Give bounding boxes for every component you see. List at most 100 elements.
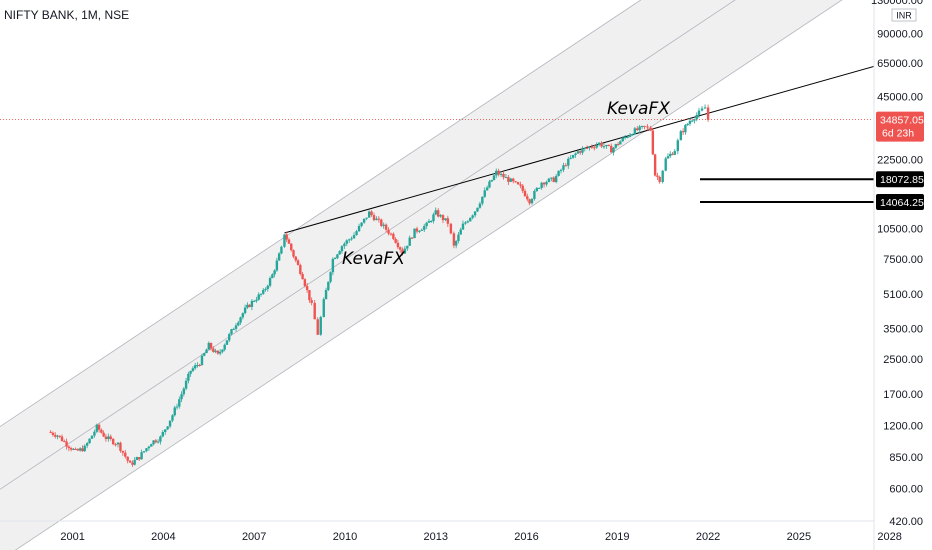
candle-body (420, 229, 424, 231)
candle-body (427, 221, 431, 223)
candle-body (401, 249, 404, 254)
candle-body (610, 145, 613, 153)
candle-body (63, 441, 66, 443)
candle-body (547, 178, 551, 182)
channel-upper-line (0, 0, 642, 427)
candle-body (398, 247, 402, 250)
candle-body (387, 229, 390, 234)
candle-body (649, 127, 652, 131)
candle-body (97, 424, 101, 430)
candle-body (324, 290, 328, 300)
candle-body (76, 449, 80, 451)
candle-body (301, 273, 304, 280)
candle-body (621, 137, 624, 142)
candle-body (394, 238, 397, 243)
candle-body (444, 218, 447, 221)
candle-body (88, 438, 91, 444)
candle-body (552, 177, 555, 182)
candle-body (137, 457, 141, 460)
candle-body (308, 290, 311, 301)
candle-body (593, 147, 596, 149)
candle-body (666, 156, 670, 159)
support-level-label: 14064.25 (880, 197, 924, 209)
candle-body (597, 142, 601, 145)
candle-body (514, 181, 517, 183)
candle-body (686, 123, 689, 126)
x-tick-label: 2019 (605, 531, 629, 543)
candle-body (107, 436, 110, 440)
candle-body (423, 226, 426, 230)
x-tick-label: 2025 (787, 531, 811, 543)
candle-body (343, 243, 346, 247)
candle-body (600, 142, 603, 147)
candle-body (223, 344, 226, 350)
candle-body (255, 299, 258, 301)
candle-body (521, 185, 524, 191)
candle-body (180, 394, 183, 400)
candle-body (454, 240, 458, 246)
candle-body (303, 279, 307, 286)
candle-body (54, 434, 57, 437)
candle-body (671, 153, 674, 155)
candle-body (294, 256, 297, 261)
y-tick-label: 850.00 (889, 452, 923, 464)
candle-body (415, 228, 419, 232)
candle-body (384, 224, 388, 230)
candle-body (154, 440, 158, 443)
candle-body (693, 119, 696, 121)
candle-body (191, 368, 195, 371)
y-tick-label: 3500.00 (883, 323, 923, 335)
candle-body (697, 110, 701, 115)
candle-body (490, 180, 493, 182)
candle-body (559, 169, 563, 171)
candle-body (436, 210, 440, 217)
candle-body (377, 218, 381, 220)
candle-body (631, 134, 634, 136)
y-tick-label: 1200.00 (883, 421, 923, 433)
candle-body (264, 288, 267, 290)
candle-body (67, 446, 71, 449)
candle-body (365, 217, 368, 219)
candle-body (168, 420, 172, 427)
candle-body (507, 177, 510, 182)
candle-body (121, 450, 125, 453)
candle-body (614, 144, 617, 148)
currency-badge: INR (891, 8, 917, 22)
y-tick-label: 2500.00 (883, 354, 923, 366)
candle-body (327, 281, 330, 291)
candle-body (331, 258, 335, 273)
candle-body (273, 270, 276, 275)
y-tick-label: 5100.00 (883, 289, 923, 301)
candle-body (684, 125, 687, 133)
y-tick-label: 10500.00 (877, 224, 923, 236)
candle-body (111, 438, 115, 445)
candle-body (473, 211, 477, 216)
candle-body (241, 313, 245, 318)
candle-body (446, 218, 450, 224)
candle-body (664, 158, 667, 171)
candle-body (126, 456, 129, 461)
price-axis[interactable] (873, 0, 932, 550)
candle-body (203, 353, 206, 356)
candle-body (114, 444, 117, 446)
candle-body (131, 462, 134, 465)
candle-body (221, 349, 224, 352)
candle-body (516, 182, 520, 185)
candle-body (581, 148, 584, 153)
candle-body (285, 234, 288, 240)
candle-body (333, 258, 337, 260)
support-level-badge (876, 194, 924, 211)
candle-body (56, 435, 59, 437)
candle-body (250, 300, 254, 307)
candle-body (389, 233, 393, 235)
candle-body (656, 175, 659, 177)
candle-body (259, 293, 263, 295)
candle-body (457, 234, 460, 241)
x-tick-label: 2016 (514, 531, 538, 543)
candle-body (237, 322, 240, 326)
candle-body (287, 239, 291, 244)
candle-body (459, 229, 462, 235)
candle-body (275, 260, 279, 271)
